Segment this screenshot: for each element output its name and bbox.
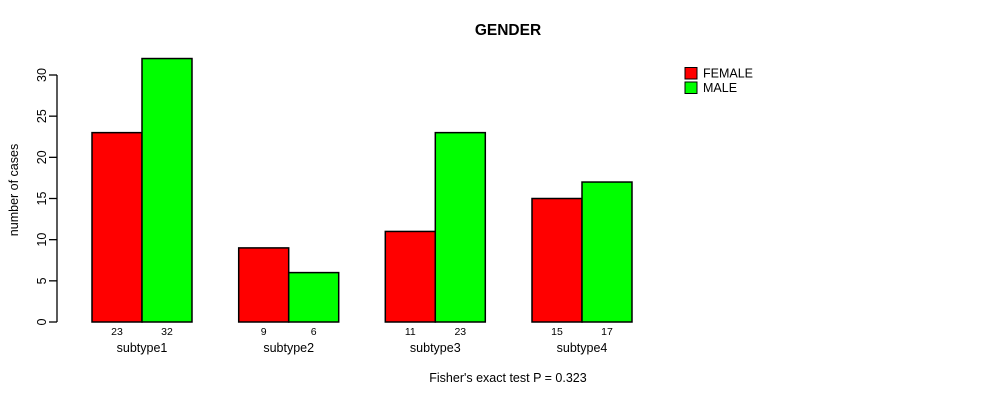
- category-label-subtype4: subtype4: [557, 341, 608, 355]
- category-label-subtype3: subtype3: [410, 341, 461, 355]
- y-tick-label: 25: [35, 109, 49, 123]
- bar-subtype4-female: [531, 197, 583, 323]
- bar-subtype4-male: [581, 181, 633, 323]
- bar-value-subtype2-female: 9: [261, 326, 267, 338]
- y-tick-label: 10: [35, 233, 49, 247]
- legend-swatch-male: [684, 81, 698, 94]
- x-axis-labels: subtype1 subtype2 subtype3 subtype4: [117, 341, 608, 355]
- bar-value-subtype3-female: 11: [405, 326, 416, 338]
- y-axis-label: number of cases: [7, 144, 21, 236]
- bar-subtype3-male: [434, 131, 487, 323]
- footnote-text: Fisher's exact test P = 0.323: [429, 371, 586, 385]
- bar-subtype2-male: [287, 271, 340, 323]
- bar-value-labels: 23 32 9 6 11 23 15 17: [111, 326, 613, 338]
- legend-swatch-female: [684, 67, 698, 80]
- category-label-subtype1: subtype1: [117, 341, 168, 355]
- bar-subtype1-male: [141, 57, 193, 323]
- category-label-subtype2: subtype2: [263, 341, 314, 355]
- y-axis: 0 5 10 15 20 25 30: [35, 68, 58, 325]
- y-tick-label: 15: [35, 192, 49, 206]
- bar-value-subtype4-male: 17: [601, 326, 613, 338]
- y-tick-label: 20: [35, 150, 49, 164]
- bar-value-subtype1-male: 32: [161, 326, 173, 338]
- bar-value-subtype4-female: 15: [551, 326, 563, 338]
- legend-label-male: MALE: [703, 81, 737, 95]
- y-tick-label: 30: [35, 68, 49, 82]
- chart-title: GENDER: [475, 22, 541, 39]
- bar-subtype2-female: [237, 247, 290, 323]
- bar-subtype3-female: [384, 230, 437, 323]
- bar-subtype1-female: [91, 131, 143, 323]
- y-tick-label: 0: [35, 318, 49, 325]
- bar-series: [91, 57, 633, 323]
- bar-value-subtype2-male: 6: [311, 326, 317, 338]
- bar-value-subtype1-female: 23: [111, 326, 123, 338]
- y-tick-label: 5: [35, 277, 49, 284]
- bar-value-subtype3-male: 23: [454, 326, 466, 338]
- legend-label-female: FEMALE: [703, 67, 753, 81]
